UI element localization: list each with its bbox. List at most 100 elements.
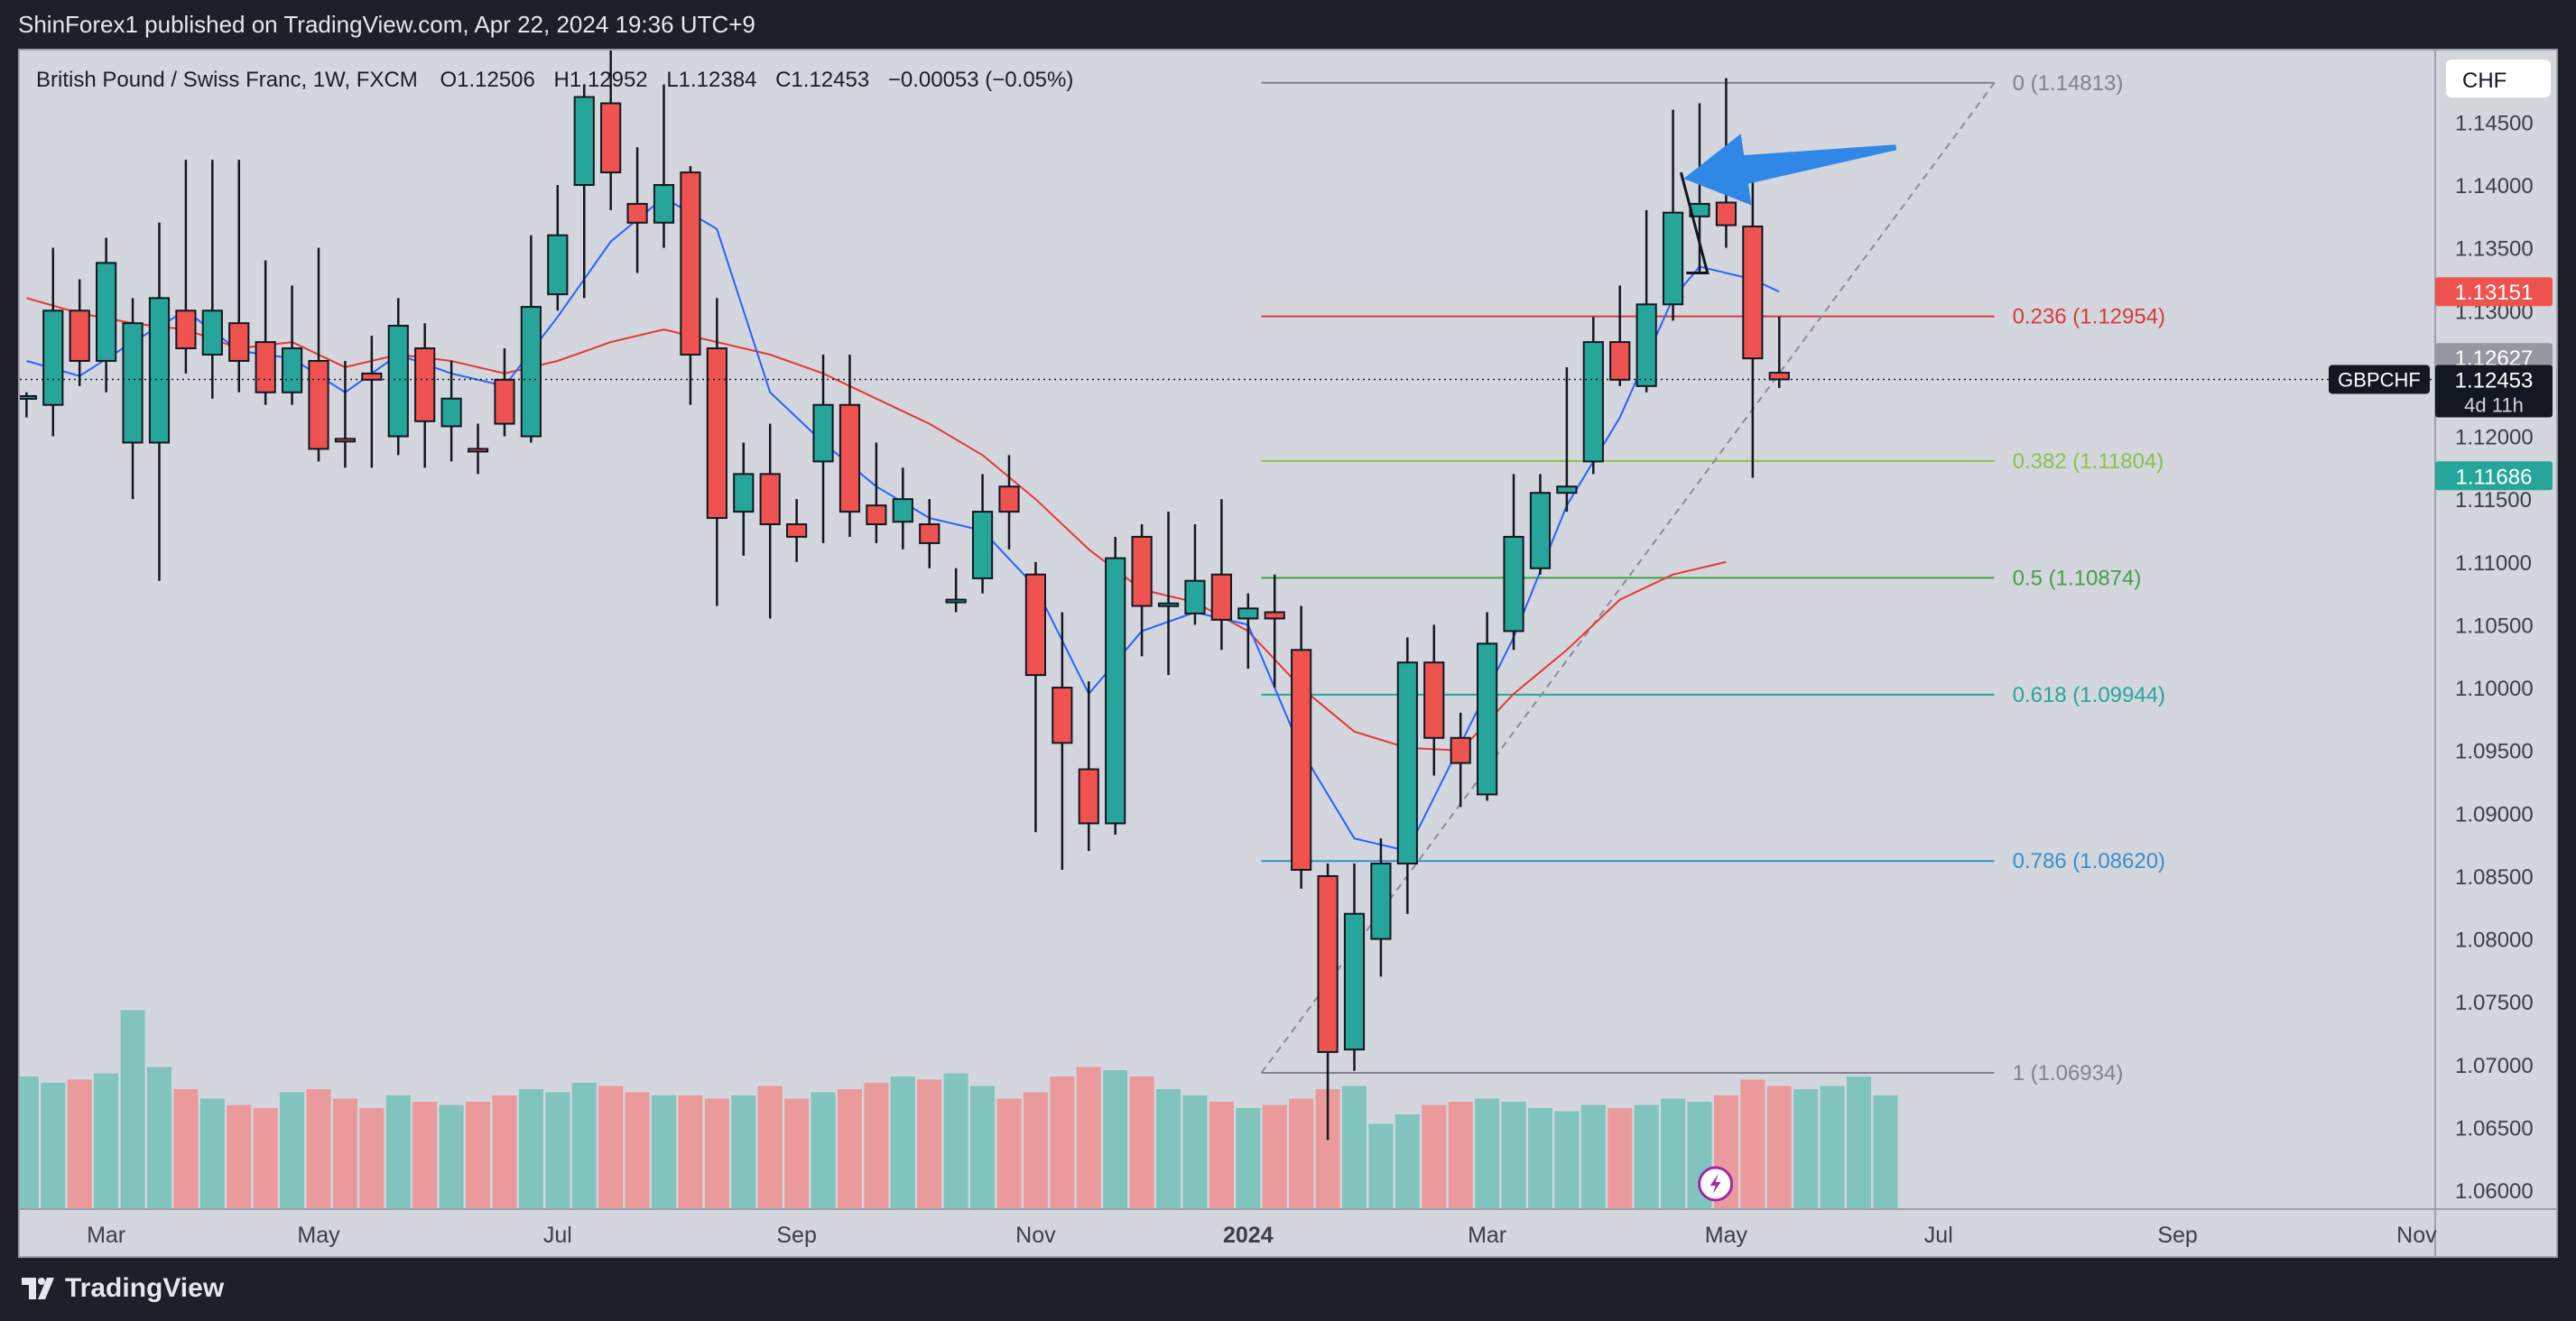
price-chart[interactable]: 0 (1.14813) 0.236 (1.12954) 0.382 (1.11804… [20, 51, 2556, 1256]
price-label-bg [2435, 343, 2553, 373]
chart-area[interactable]: 0 (1.14813) 0.236 (1.12954) 0.382 (1.11804… [18, 49, 2558, 1258]
candle-body [122, 322, 144, 444]
candle-body [1715, 201, 1737, 226]
publish-info: ShinForex1 published on TradingView.com,… [18, 11, 755, 38]
symbol-tag: GBPCHF [2329, 365, 2430, 394]
candle [1078, 681, 1099, 852]
price-label-bg [2435, 277, 2553, 307]
candle [281, 285, 303, 405]
drawings[interactable] [20, 134, 2435, 1202]
candle [308, 247, 329, 462]
candle [547, 185, 569, 311]
candle-body [467, 448, 489, 453]
candle [1343, 864, 1366, 1071]
volume-bar [1634, 1104, 1659, 1209]
candle-body [626, 202, 648, 224]
candle [653, 84, 675, 248]
volume-bar [1873, 1095, 1898, 1209]
candle [148, 222, 171, 581]
candle-body [148, 297, 171, 444]
volume-bar [1368, 1123, 1394, 1209]
tradingview-logo[interactable]: TradingView [20, 1272, 224, 1305]
candle-body [706, 347, 727, 520]
candle [759, 423, 781, 619]
candle-body [786, 523, 808, 538]
candle-body [1609, 341, 1631, 381]
ema-slow-line [26, 297, 1727, 752]
candle-body [839, 403, 861, 513]
volume-bar [678, 1095, 703, 1209]
symbol-tag-bg [2329, 365, 2430, 394]
volume-bar [1262, 1104, 1287, 1209]
publish-header: ShinForex1 published on TradingView.com,… [0, 0, 2576, 49]
candlestick-series[interactable] [20, 51, 1790, 1141]
volume-bar [890, 1076, 915, 1209]
volume-bar [1527, 1108, 1552, 1209]
candle [1317, 864, 1339, 1141]
volume-bar [385, 1095, 411, 1209]
candle-body [387, 324, 409, 438]
candle-body [1423, 661, 1445, 739]
price-tick-label: 1.07000 [2455, 1054, 2534, 1078]
candle [892, 467, 913, 550]
candle-body [1078, 768, 1099, 825]
price-tick-label: 1.09000 [2455, 802, 2534, 827]
candle [626, 147, 648, 273]
candle [1237, 593, 1259, 670]
candle [361, 336, 383, 468]
candle [1423, 624, 1445, 776]
candle-body [494, 378, 515, 425]
volume-bar [492, 1095, 517, 1209]
ohlc-close: C1.12453 [775, 68, 869, 92]
fib-level-label: 0.382 (1.11804) [2013, 449, 2164, 474]
candle [1582, 317, 1604, 475]
volume-bar [1289, 1098, 1314, 1209]
price-label: 1.11686 [2435, 461, 2553, 491]
volume-bar [173, 1089, 199, 1209]
candle [69, 279, 90, 386]
volume-bar [332, 1098, 357, 1209]
candle [1529, 474, 1552, 575]
price-label: 1.13151 [2435, 277, 2553, 307]
volume-bar [1236, 1108, 1261, 1209]
fib-level-label: 1 (1.06934) [2013, 1061, 2124, 1085]
candle-body [1768, 372, 1790, 381]
volume-bar [757, 1085, 783, 1209]
candle [680, 166, 701, 405]
candle-body [1742, 225, 1764, 360]
candle-body [1157, 602, 1180, 607]
candle [175, 160, 197, 374]
candle [1024, 561, 1047, 833]
candle [839, 355, 861, 537]
candle-body [998, 485, 1020, 513]
candle [573, 84, 595, 299]
pen-drawing [1679, 171, 1710, 274]
time-tick-label: May [1705, 1223, 1748, 1248]
candle-body [175, 309, 197, 350]
candle [440, 360, 462, 462]
price-label-bg [2435, 365, 2553, 418]
candle-body [1635, 303, 1657, 387]
price-tick-label: 1.12000 [2455, 426, 2534, 450]
price-tick-label: 1.06500 [2455, 1116, 2534, 1141]
candle-body [1662, 211, 1684, 306]
candle-body [600, 102, 622, 174]
time-tick-label: Jul [1924, 1223, 1953, 1248]
currency-button[interactable]: CHF [2446, 60, 2551, 97]
volume-bar [227, 1104, 252, 1209]
candle-body [866, 504, 887, 526]
candle-body [1184, 579, 1206, 614]
volume-bar [439, 1104, 464, 1209]
volume-bar [306, 1089, 331, 1209]
price-label-bg [2435, 461, 2553, 491]
candle [1291, 605, 1312, 889]
fibonacci-retracement[interactable]: 0 (1.14813) 0.236 (1.12954) 0.382 (1.11804… [1260, 71, 2166, 1085]
volume-bar [996, 1098, 1022, 1209]
price-label-countdown: 4d 11h [2464, 393, 2524, 416]
candle [201, 160, 223, 399]
price-tick-label: 1.08500 [2455, 865, 2534, 890]
volume-bar [1209, 1102, 1234, 1209]
price-tick-label: 1.10500 [2455, 614, 2534, 638]
volume-bar [731, 1095, 756, 1209]
